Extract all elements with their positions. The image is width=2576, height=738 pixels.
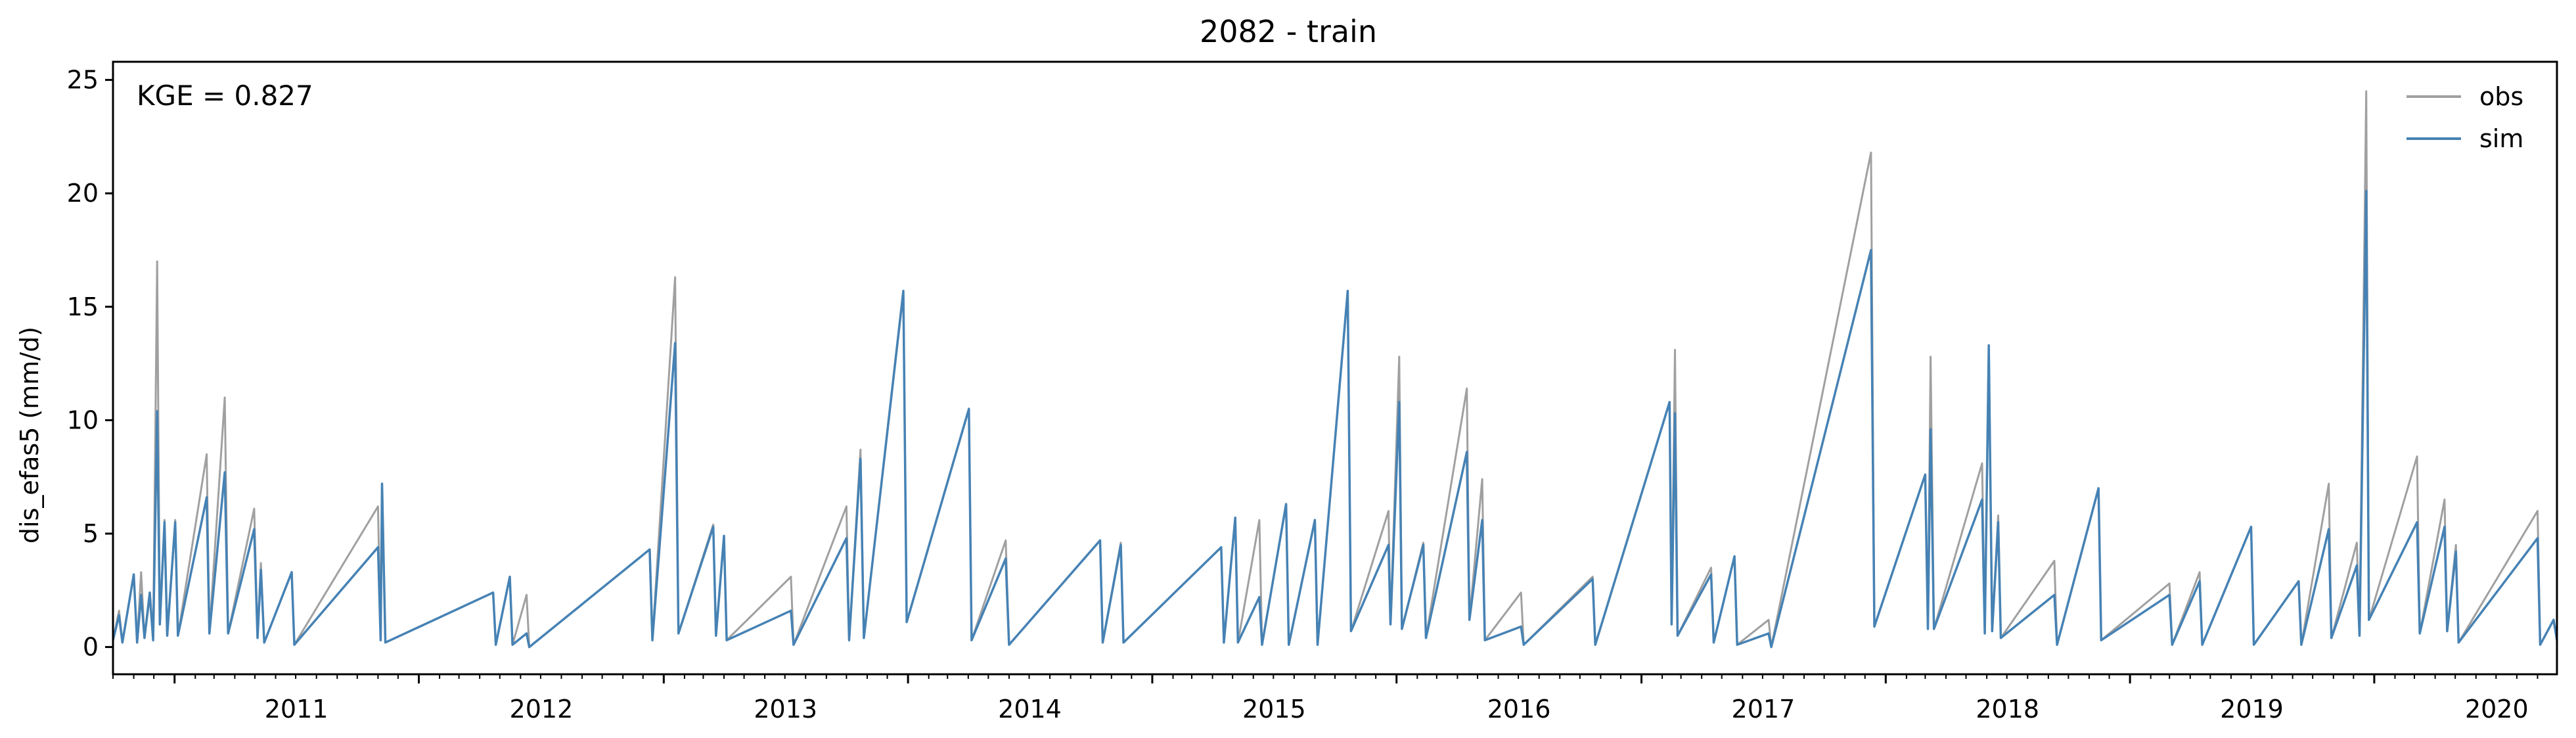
y-tick-label: 20 — [67, 179, 99, 208]
series-layer — [112, 90, 2558, 649]
x-tick-label: 2020 — [2465, 695, 2529, 724]
x-tick-label: 2017 — [1732, 695, 1796, 724]
series-line-sim — [112, 190, 2558, 649]
legend-label-sim: sim — [2479, 124, 2523, 153]
x-axis-ticks: 2011 2012 2013 2014 2015 2016 2017 2018 2019 2020 — [112, 674, 2539, 724]
x-tick-label: 2015 — [1242, 695, 1306, 724]
x-tick-label: 2018 — [1976, 695, 2039, 724]
x-tick-label: 2013 — [754, 695, 817, 724]
y-axis-label: dis_efas5 (mm/d) — [15, 327, 44, 543]
y-tick-label: 25 — [67, 66, 99, 95]
legend: obs sim — [2407, 82, 2523, 153]
y-tick-label: 0 — [83, 633, 99, 662]
y-tick-label: 15 — [67, 292, 99, 321]
chart-title: 2082 - train — [1200, 14, 1377, 49]
plot-frame — [112, 60, 2558, 676]
x-tick-label: 2019 — [2220, 695, 2284, 724]
x-tick-label: 2012 — [510, 695, 574, 724]
y-tick-label: 10 — [67, 405, 99, 434]
x-tick-label: 2014 — [998, 695, 1062, 724]
kge-annotation: KGE = 0.827 — [137, 80, 313, 112]
x-tick-label: 2016 — [1487, 695, 1551, 724]
y-tick-label: 5 — [83, 519, 99, 548]
x-tick-label: 2011 — [265, 695, 328, 724]
y-axis-ticks: 0 5 10 15 20 25 — [67, 66, 113, 662]
legend-label-obs: obs — [2479, 82, 2523, 111]
